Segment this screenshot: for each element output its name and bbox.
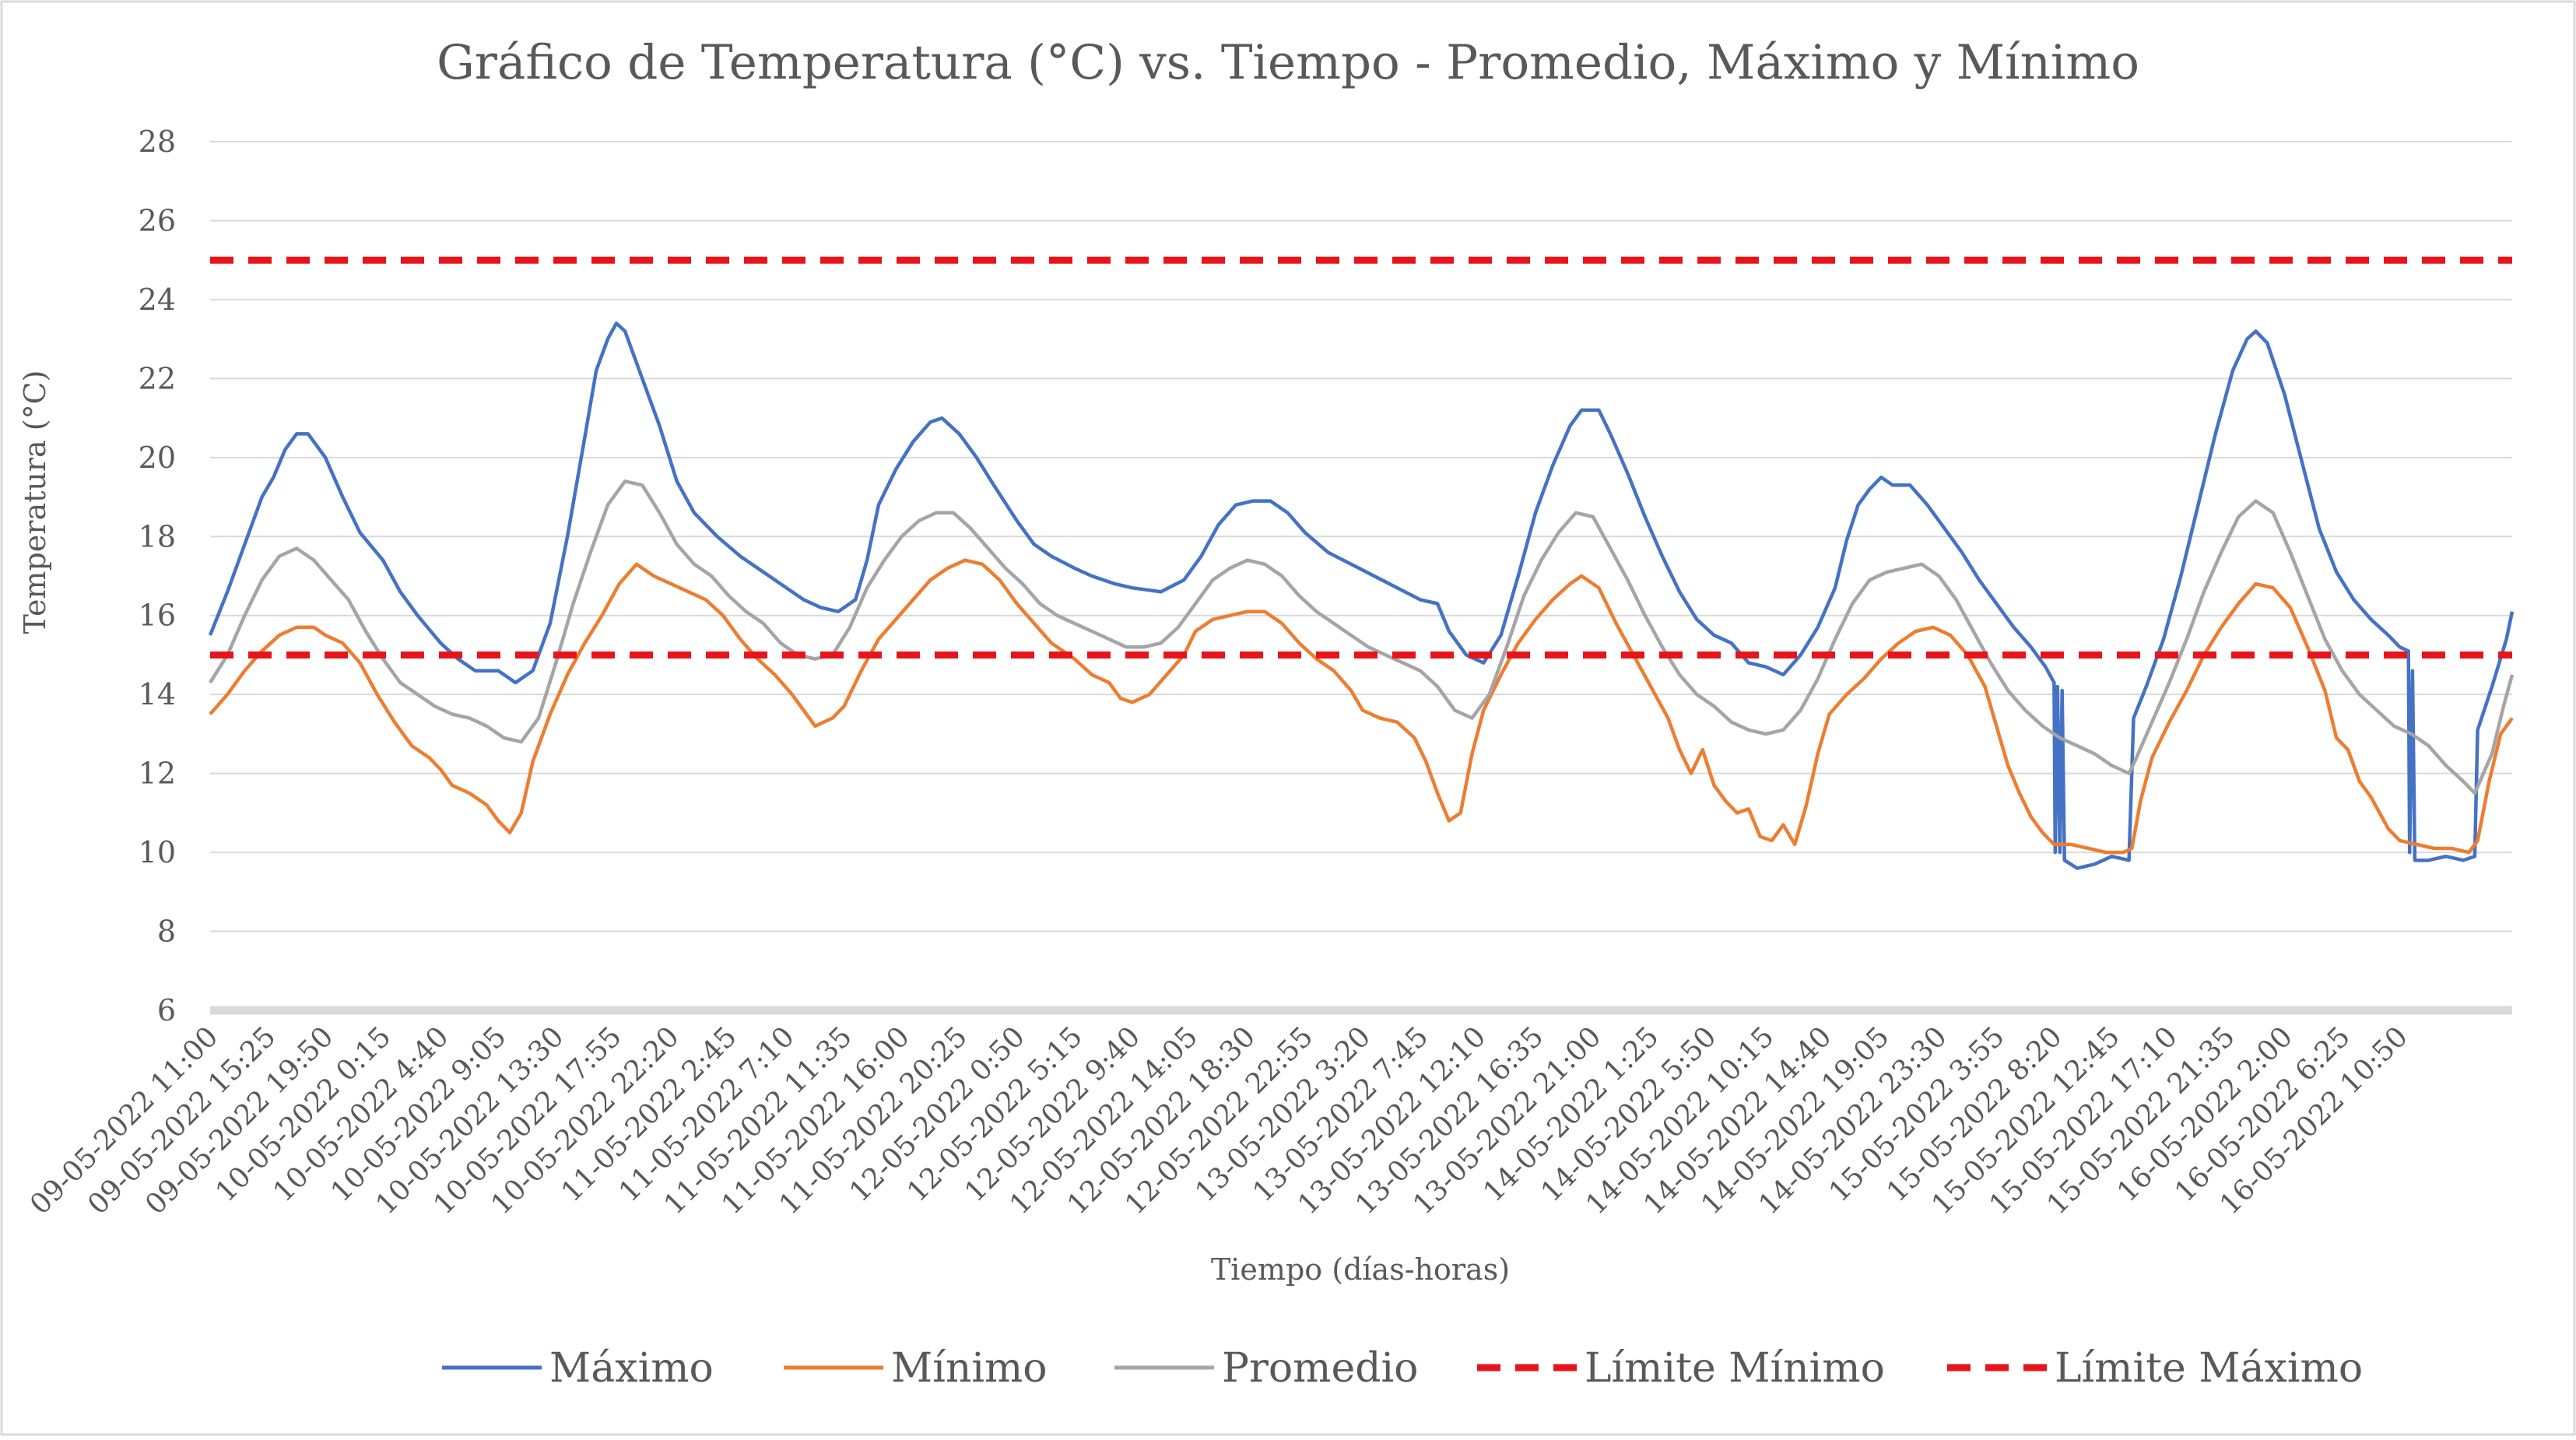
y-tick-label: 14 bbox=[139, 677, 176, 711]
y-tick-label: 26 bbox=[139, 203, 176, 237]
series-line-minimo bbox=[209, 558, 2514, 855]
legend-label: Mínimo bbox=[891, 1345, 1048, 1392]
y-tick-label: 16 bbox=[139, 599, 176, 633]
legend-label: Límite Máximo bbox=[2055, 1345, 2363, 1392]
y-tick-label: 8 bbox=[157, 915, 176, 949]
series-lines bbox=[208, 256, 2515, 870]
y-axis-label: Temperatura (°C) bbox=[18, 371, 52, 634]
legend: Máximo Mínimo Promedio Límite Mínimo Límite … bbox=[442, 1345, 2363, 1392]
series-line-maximo bbox=[208, 321, 2515, 870]
y-tick-label: 10 bbox=[139, 835, 176, 869]
legend-label: Límite Mínimo bbox=[1585, 1345, 1885, 1392]
legend-label: Máximo bbox=[549, 1345, 714, 1392]
chart-title: Gráfico de Temperatura (°C) vs. Tiempo -… bbox=[437, 35, 2139, 90]
y-tick-label: 18 bbox=[139, 519, 176, 553]
y-tick-label: 20 bbox=[139, 441, 176, 475]
y-tick-label: 6 bbox=[157, 993, 176, 1027]
y-tick-label: 22 bbox=[139, 361, 176, 395]
y-tick-label: 24 bbox=[139, 283, 176, 317]
legend-label: Promedio bbox=[1222, 1345, 1418, 1392]
x-axis-label: Tiempo (días-horas) bbox=[1211, 1252, 1510, 1287]
y-tick-label: 28 bbox=[139, 125, 176, 159]
series-line-promedio bbox=[209, 479, 2515, 796]
y-tick-label: 12 bbox=[139, 757, 176, 791]
y-tick-labels: 6 8 10 12 14 16 18 20 22 24 26 28 bbox=[139, 125, 176, 1027]
